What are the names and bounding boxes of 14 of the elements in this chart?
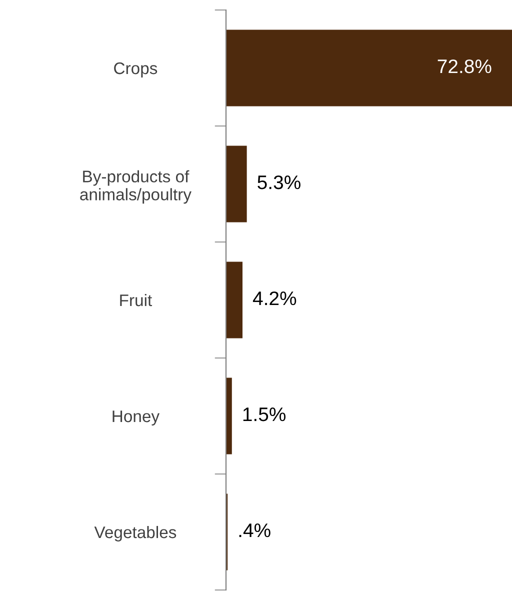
- data-label: .4%: [239, 524, 270, 538]
- bar: [226, 378, 232, 454]
- y-tick-label: Vegetables: [94, 526, 176, 542]
- data-label: 5.3%: [258, 175, 300, 190]
- bar: [226, 262, 242, 338]
- bar: [226, 146, 247, 222]
- y-tick-label: Honey: [112, 410, 160, 426]
- data-label: 72.8%: [438, 59, 492, 74]
- y-tick-label: Crops: [114, 62, 158, 78]
- data-label: 4.2%: [252, 291, 296, 306]
- y-tick-label: By-products of animals/poultry: [80, 170, 192, 204]
- y-tick-label: Fruit: [120, 294, 152, 306]
- data-label: 1.5%: [243, 408, 286, 422]
- bar: [226, 30, 512, 106]
